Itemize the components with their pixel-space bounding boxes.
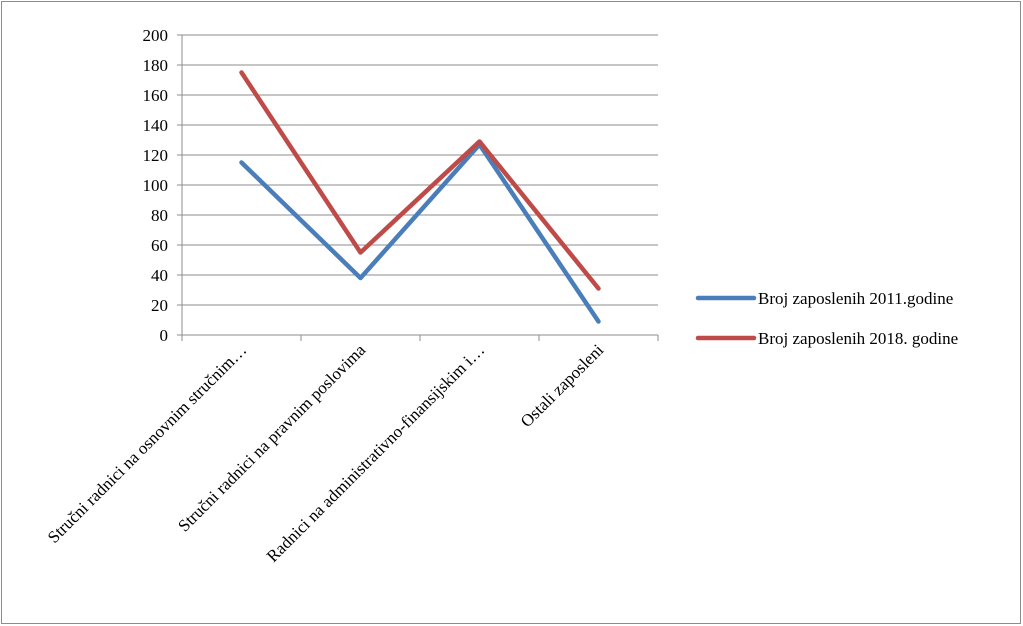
series-lines: [239, 70, 601, 324]
data-point: [241, 162, 242, 163]
legend-label: Broj zaposlenih 2018. godine: [758, 329, 958, 348]
y-tick-label: 0: [160, 326, 169, 345]
y-tick-labels: 0 20 40 60 80 100 120 140 160 180 200: [143, 26, 169, 345]
y-tick-label: 140: [143, 116, 169, 135]
y-tick-label: 100: [143, 176, 169, 195]
y-tick-label: 160: [143, 86, 169, 105]
y-tick-label: 200: [143, 26, 169, 45]
x-tick-labels: Stručni radnici na osnovnim stručnim…Str…: [44, 340, 608, 566]
legend: Broj zaposlenih 2011.godine Broj zaposlen…: [695, 289, 958, 348]
data-point: [360, 252, 361, 253]
data-point: [598, 288, 599, 289]
x-tick-label: Ostali zaposleni: [517, 340, 608, 431]
x-tick-label: Radnici na administrativno-finansijskim …: [263, 340, 488, 565]
gridlines: [182, 34, 658, 306]
y-tick-label: 60: [151, 236, 168, 255]
series-line-1: [239, 142, 601, 324]
y-tick-label: 40: [151, 266, 168, 285]
x-tick-label: Stručni radnici na osnovnim stručnim…: [44, 340, 250, 546]
series-line-2: [239, 70, 601, 291]
y-tick-label: 180: [143, 56, 169, 75]
legend-label: Broj zaposlenih 2011.godine: [758, 289, 953, 308]
data-point: [241, 72, 242, 73]
data-point: [479, 141, 480, 142]
y-tick-label: 80: [151, 206, 168, 225]
data-point: [360, 277, 361, 279]
data-point: [598, 321, 599, 322]
y-tick-label: 120: [143, 146, 169, 165]
axes: [177, 34, 659, 341]
x-tick-label: Stručni radnici na pravnim poslovima: [174, 340, 369, 535]
y-tick-label: 20: [151, 296, 168, 315]
